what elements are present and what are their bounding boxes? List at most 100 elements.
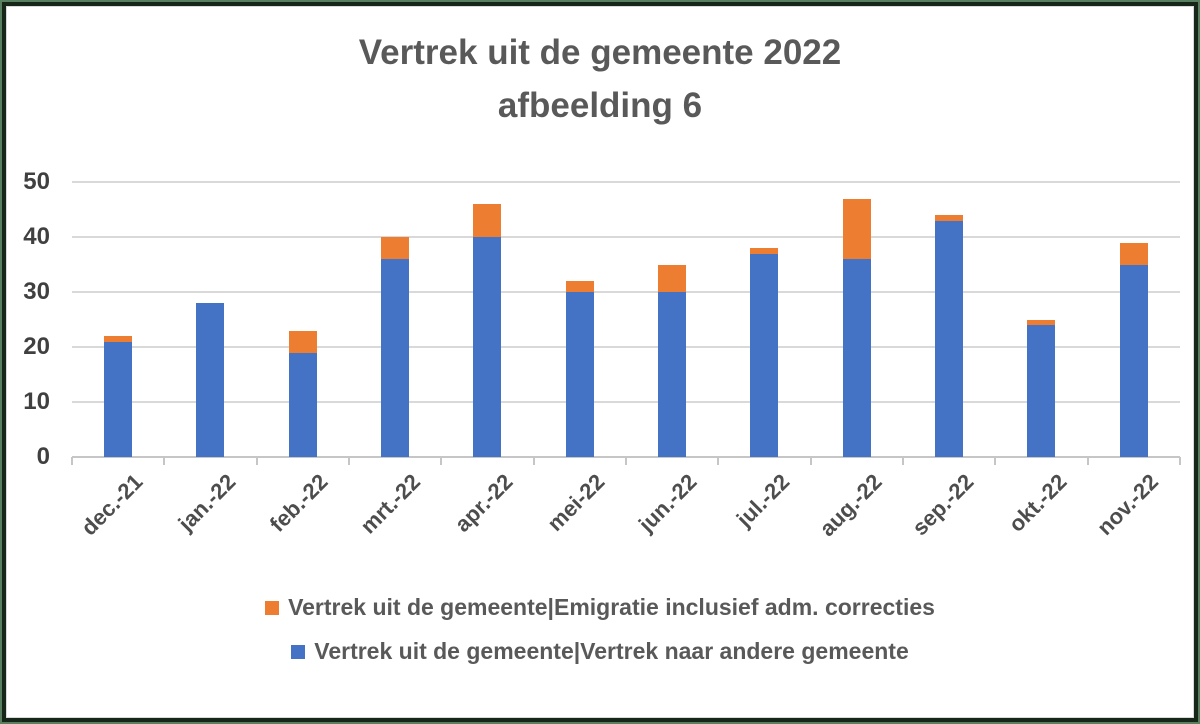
bar-segment-emigratie-nov.-22 bbox=[1119, 242, 1148, 265]
bar-segment-vertrek-nov.-22 bbox=[1119, 264, 1148, 457]
gridline-10 bbox=[72, 401, 1180, 403]
y-axis-label-40: 40 bbox=[23, 223, 50, 250]
bar-slot-apr.-22 bbox=[441, 182, 533, 457]
bar-jul.-22 bbox=[750, 248, 779, 457]
x-label-slot-aug.-22: aug.-22 bbox=[811, 457, 903, 567]
legend-swatch-1 bbox=[291, 644, 306, 659]
x-label-slot-mrt.-22: mrt.-22 bbox=[349, 457, 441, 567]
x-axis-label-okt.-22: okt.-22 bbox=[1003, 469, 1072, 537]
bar-segment-vertrek-sep.-22 bbox=[935, 220, 964, 457]
x-axis-tick-8 bbox=[809, 457, 812, 465]
bar-segment-emigratie-jun.-22 bbox=[658, 264, 687, 292]
bar-slot-mei-22 bbox=[534, 182, 626, 457]
gridline-40 bbox=[72, 236, 1180, 238]
bar-jan.-22 bbox=[196, 303, 225, 457]
y-axis-label-0: 0 bbox=[36, 443, 50, 470]
x-axis-tick-0 bbox=[71, 457, 73, 465]
bar-jun.-22 bbox=[658, 264, 687, 457]
bar-segment-vertrek-okt.-22 bbox=[1027, 325, 1056, 457]
x-label-slot-apr.-22: apr.-22 bbox=[441, 457, 533, 567]
x-label-slot-dec.-21: dec.-21 bbox=[72, 457, 164, 567]
x-axis-tick-10 bbox=[994, 457, 997, 465]
bar-slot-aug.-22 bbox=[811, 182, 903, 457]
bars-row bbox=[72, 182, 1180, 457]
legend-label-1: Vertrek uit de gemeente|Vertrek naar and… bbox=[314, 638, 909, 664]
legend: Vertrek uit de gemeente|Emigratie inclus… bbox=[6, 594, 1194, 665]
bar-sep.-22 bbox=[935, 215, 964, 457]
bar-nov.-22 bbox=[1119, 242, 1148, 457]
bar-slot-nov.-22 bbox=[1088, 182, 1180, 457]
x-axis-tick-6 bbox=[625, 457, 627, 465]
bar-segment-vertrek-apr.-22 bbox=[473, 237, 502, 457]
x-label-slot-okt.-22: okt.-22 bbox=[995, 457, 1087, 567]
x-axis-tick-1 bbox=[163, 457, 166, 465]
bar-segment-emigratie-sep.-22 bbox=[935, 215, 964, 221]
x-label-slot-sep.-22: sep.-22 bbox=[903, 457, 995, 567]
y-axis-label-10: 10 bbox=[23, 388, 50, 415]
x-axis-label-jun.-22: jun.-22 bbox=[634, 469, 702, 537]
bar-slot-feb.-22 bbox=[257, 182, 349, 457]
bar-segment-emigratie-apr.-22 bbox=[473, 204, 502, 237]
y-axis-label-20: 20 bbox=[23, 333, 50, 360]
bar-dec.-21 bbox=[104, 336, 133, 457]
bar-segment-emigratie-okt.-22 bbox=[1027, 319, 1056, 325]
bar-segment-vertrek-aug.-22 bbox=[842, 259, 871, 457]
x-axis-tick-2 bbox=[255, 457, 258, 465]
chart-title-line-2: afbeelding 6 bbox=[497, 86, 703, 125]
bar-slot-jun.-22 bbox=[626, 182, 718, 457]
x-axis-tick-3 bbox=[348, 457, 350, 465]
x-axis-label-dec.-21: dec.-21 bbox=[76, 469, 148, 541]
bar-slot-okt.-22 bbox=[995, 182, 1087, 457]
gridline-30 bbox=[72, 291, 1180, 293]
gridline-50 bbox=[72, 181, 1180, 183]
bar-segment-emigratie-mrt.-22 bbox=[381, 237, 410, 259]
bar-mrt.-22 bbox=[381, 237, 410, 457]
gridline-20 bbox=[72, 346, 1180, 348]
chart-title: Vertrek uit de gemeente 2022 afbeelding … bbox=[6, 26, 1194, 132]
y-axis-label-30: 30 bbox=[23, 278, 50, 305]
x-label-slot-feb.-22: feb.-22 bbox=[257, 457, 349, 567]
bar-segment-emigratie-mei-22 bbox=[565, 281, 594, 292]
bar-feb.-22 bbox=[288, 330, 317, 457]
legend-item-1: Vertrek uit de gemeente|Vertrek naar and… bbox=[291, 638, 909, 665]
x-label-slot-mei-22: mei-22 bbox=[534, 457, 626, 567]
bar-segment-vertrek-mei-22 bbox=[565, 292, 594, 457]
plot-area: dec.-21 jan.-22 feb.-22 mrt.-22 apr.-22 mei-2… bbox=[71, 181, 1181, 541]
bar-slot-jul.-22 bbox=[718, 182, 810, 457]
bar-segment-vertrek-jun.-22 bbox=[658, 292, 687, 457]
x-label-slot-jul.-22: jul.-22 bbox=[718, 457, 810, 567]
legend-item-0: Vertrek uit de gemeente|Emigratie inclus… bbox=[265, 594, 935, 621]
bar-mei-22 bbox=[565, 281, 594, 457]
x-label-slot-jan.-22: jan.-22 bbox=[164, 457, 256, 567]
y-axis-label-50: 50 bbox=[23, 168, 50, 195]
bar-segment-emigratie-feb.-22 bbox=[288, 330, 317, 353]
bar-segment-emigratie-jul.-22 bbox=[750, 248, 779, 254]
x-axis-tick-9 bbox=[902, 457, 904, 465]
bar-segment-vertrek-dec.-21 bbox=[104, 341, 133, 457]
x-axis-labels: dec.-21 jan.-22 feb.-22 mrt.-22 apr.-22 mei-2… bbox=[72, 457, 1180, 567]
x-label-slot-nov.-22: nov.-22 bbox=[1088, 457, 1180, 567]
bar-apr.-22 bbox=[473, 204, 502, 457]
bar-slot-mrt.-22 bbox=[349, 182, 441, 457]
x-axis-label-aug.-22: aug.-22 bbox=[814, 469, 887, 542]
bar-segment-vertrek-feb.-22 bbox=[288, 352, 317, 457]
x-label-slot-jun.-22: jun.-22 bbox=[626, 457, 718, 567]
x-axis-tick-11 bbox=[1086, 457, 1089, 465]
chart-title-line-1: Vertrek uit de gemeente 2022 bbox=[358, 33, 842, 72]
x-axis-tick-7 bbox=[717, 457, 720, 465]
x-axis-label-apr.-22: apr.-22 bbox=[449, 469, 518, 537]
x-axis-label-nov.-22: nov.-22 bbox=[1092, 469, 1164, 540]
x-axis-label-mei-22: mei-22 bbox=[542, 469, 610, 536]
bar-slot-sep.-22 bbox=[903, 182, 995, 457]
bar-okt.-22 bbox=[1027, 319, 1056, 457]
bar-slot-dec.-21 bbox=[72, 182, 164, 457]
x-axis-label-feb.-22: feb.-22 bbox=[264, 469, 333, 537]
bar-aug.-22 bbox=[842, 198, 871, 457]
x-axis-tick-4 bbox=[440, 457, 443, 465]
bar-segment-vertrek-jan.-22 bbox=[196, 303, 225, 457]
x-axis-tick-5 bbox=[532, 457, 535, 465]
x-axis-label-jul.-22: jul.-22 bbox=[731, 469, 795, 532]
legend-label-0: Vertrek uit de gemeente|Emigratie inclus… bbox=[288, 594, 935, 620]
